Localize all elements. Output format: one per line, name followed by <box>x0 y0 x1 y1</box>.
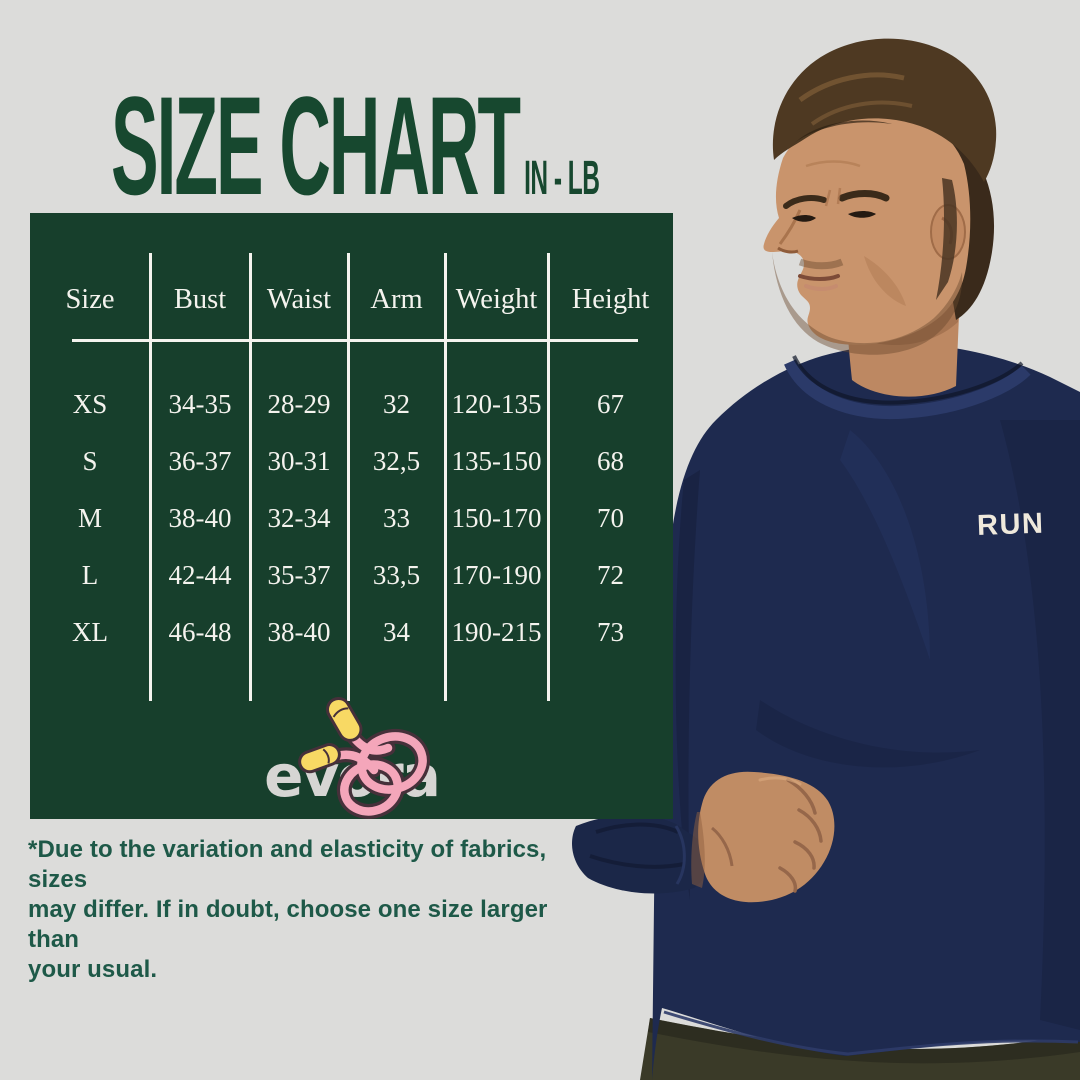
table-row-xs: XS 34-35 28-29 32 120-135 67 <box>30 381 673 427</box>
disclaimer-line: may differ. If in doubt, choose one size… <box>28 896 548 953</box>
header-underline <box>72 339 638 342</box>
cell: 28-29 <box>267 389 331 419</box>
cell: 30-31 <box>267 446 331 476</box>
cell: 32-34 <box>267 503 331 533</box>
cell: 34-35 <box>168 389 232 419</box>
cell: 46-48 <box>168 617 232 647</box>
cell: 35-37 <box>267 560 331 590</box>
face <box>763 109 971 345</box>
cell: 38-40 <box>267 617 331 647</box>
title-units: IN - LB <box>524 152 600 205</box>
table-row-s: S 36-37 30-31 32,5 135-150 68 <box>30 438 673 484</box>
cell: 150-170 <box>451 503 542 533</box>
col-header-waist: Waist <box>266 284 332 315</box>
page-title: SIZE CHART IN - LB <box>111 76 1069 216</box>
cell: 120-135 <box>451 389 542 419</box>
cell: 38-40 <box>168 503 232 533</box>
cell: 70 <box>597 503 624 533</box>
col-header-weight: Weight <box>455 284 538 315</box>
cell: 67 <box>597 389 624 419</box>
cell: 72 <box>597 560 624 590</box>
col-header-arm: Arm <box>370 284 423 315</box>
fist <box>698 771 835 903</box>
cell: 34 <box>383 617 410 647</box>
cell: L <box>81 560 99 590</box>
rope-handle-left <box>298 743 341 774</box>
sleeve <box>572 815 708 894</box>
cell: 73 <box>597 617 624 647</box>
cell: 135-150 <box>451 446 542 476</box>
cell: XS <box>72 389 108 419</box>
col-header-height: Height <box>571 284 650 315</box>
shirt-logo-run: RUN <box>977 508 1045 542</box>
cell: 190-215 <box>451 617 542 647</box>
hair <box>772 38 997 183</box>
column-divider <box>249 253 252 701</box>
cell: 32,5 <box>372 446 421 476</box>
col-header-size: Size <box>65 284 115 315</box>
column-divider <box>547 253 550 701</box>
title-text: SIZE CHART <box>111 67 521 224</box>
table-row-xl: XL 46-48 38-40 34 190-215 73 <box>30 609 673 655</box>
cell: S <box>82 446 98 476</box>
jump-rope-icon <box>298 696 431 819</box>
cell: 36-37 <box>168 446 232 476</box>
disclaimer-text: *Due to the variation and elasticity of … <box>28 835 588 985</box>
table-row-l: L 42-44 35-37 33,5 170-190 72 <box>30 552 673 598</box>
size-table-panel: Size Bust Waist Arm Weight Height XS 34-… <box>30 213 673 819</box>
disclaimer-line: your usual. <box>28 956 158 983</box>
column-divider <box>149 253 152 701</box>
cell: 33,5 <box>372 560 421 590</box>
table-row-m: M 38-40 32-34 33 150-170 70 <box>30 495 673 541</box>
column-divider <box>444 253 447 701</box>
rope-handle-top <box>326 696 363 742</box>
cell: 170-190 <box>451 560 542 590</box>
table-header-row: Size Bust Waist Arm Weight Height <box>30 277 673 323</box>
cell: 32 <box>383 389 410 419</box>
cell: XL <box>72 617 108 647</box>
cell: M <box>77 503 102 533</box>
cell: 33 <box>383 503 410 533</box>
col-header-bust: Bust <box>173 284 227 315</box>
column-divider <box>347 253 350 701</box>
disclaimer-line: *Due to the variation and elasticity of … <box>28 836 547 893</box>
shirt-collar <box>784 359 1031 420</box>
cell: 68 <box>597 446 624 476</box>
cell: 42-44 <box>168 560 232 590</box>
